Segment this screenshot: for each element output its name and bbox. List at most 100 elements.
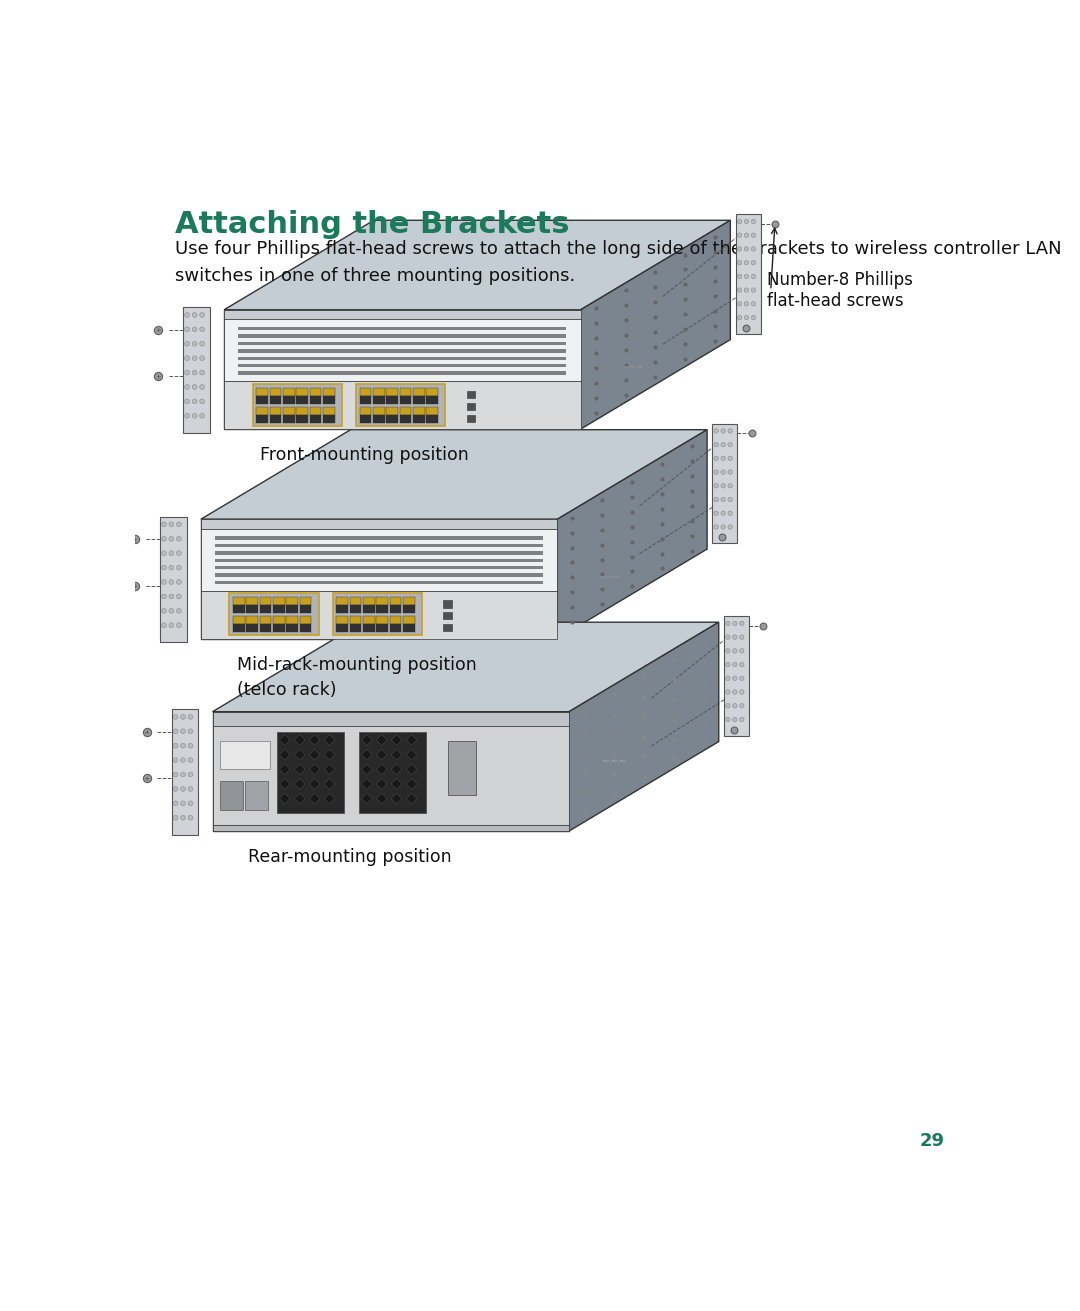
Circle shape bbox=[173, 714, 178, 720]
FancyBboxPatch shape bbox=[377, 616, 388, 624]
Circle shape bbox=[173, 743, 178, 749]
FancyBboxPatch shape bbox=[225, 382, 581, 429]
Circle shape bbox=[173, 758, 178, 763]
FancyBboxPatch shape bbox=[270, 396, 281, 404]
FancyBboxPatch shape bbox=[359, 732, 427, 813]
Circle shape bbox=[173, 729, 178, 734]
FancyBboxPatch shape bbox=[387, 414, 397, 423]
FancyBboxPatch shape bbox=[467, 402, 475, 410]
FancyBboxPatch shape bbox=[201, 528, 557, 591]
Polygon shape bbox=[557, 430, 707, 638]
Polygon shape bbox=[376, 764, 387, 775]
Polygon shape bbox=[406, 793, 417, 804]
FancyBboxPatch shape bbox=[448, 741, 476, 796]
Circle shape bbox=[188, 758, 193, 763]
Text: Front-mounting position: Front-mounting position bbox=[260, 446, 469, 464]
Circle shape bbox=[732, 676, 737, 680]
Circle shape bbox=[176, 522, 181, 527]
Polygon shape bbox=[391, 793, 402, 804]
Circle shape bbox=[168, 551, 174, 556]
Circle shape bbox=[200, 355, 204, 361]
FancyBboxPatch shape bbox=[246, 616, 258, 624]
Circle shape bbox=[176, 623, 181, 628]
Circle shape bbox=[738, 302, 742, 305]
Circle shape bbox=[192, 355, 197, 361]
Polygon shape bbox=[280, 793, 291, 804]
Circle shape bbox=[744, 246, 748, 252]
Circle shape bbox=[188, 787, 193, 792]
Polygon shape bbox=[362, 750, 373, 760]
Polygon shape bbox=[280, 779, 291, 789]
FancyBboxPatch shape bbox=[403, 597, 415, 604]
Circle shape bbox=[162, 522, 166, 527]
Circle shape bbox=[180, 758, 186, 763]
Polygon shape bbox=[324, 750, 335, 760]
Polygon shape bbox=[213, 712, 569, 831]
FancyBboxPatch shape bbox=[713, 423, 738, 543]
Circle shape bbox=[726, 621, 730, 625]
Circle shape bbox=[185, 384, 190, 389]
Circle shape bbox=[740, 635, 744, 640]
Polygon shape bbox=[213, 623, 718, 712]
Polygon shape bbox=[309, 750, 320, 760]
FancyBboxPatch shape bbox=[229, 593, 319, 636]
FancyBboxPatch shape bbox=[413, 396, 424, 404]
FancyBboxPatch shape bbox=[256, 406, 268, 414]
FancyBboxPatch shape bbox=[387, 396, 397, 404]
Circle shape bbox=[180, 772, 186, 777]
Circle shape bbox=[180, 714, 186, 720]
FancyBboxPatch shape bbox=[219, 741, 270, 768]
FancyBboxPatch shape bbox=[735, 214, 760, 334]
Circle shape bbox=[173, 801, 178, 806]
Circle shape bbox=[168, 608, 174, 614]
Circle shape bbox=[188, 815, 193, 821]
Circle shape bbox=[200, 341, 204, 346]
Polygon shape bbox=[225, 309, 581, 429]
Circle shape bbox=[714, 442, 718, 447]
Circle shape bbox=[740, 621, 744, 625]
FancyBboxPatch shape bbox=[246, 604, 258, 614]
Polygon shape bbox=[376, 734, 387, 746]
FancyBboxPatch shape bbox=[400, 406, 411, 414]
Text: Attaching the Brackets: Attaching the Brackets bbox=[175, 210, 570, 239]
Polygon shape bbox=[309, 734, 320, 746]
Circle shape bbox=[744, 288, 748, 292]
Circle shape bbox=[744, 302, 748, 305]
Text: ~~~: ~~~ bbox=[602, 758, 626, 767]
Circle shape bbox=[192, 399, 197, 404]
FancyBboxPatch shape bbox=[233, 624, 244, 632]
Circle shape bbox=[721, 442, 726, 447]
FancyBboxPatch shape bbox=[724, 616, 750, 735]
Circle shape bbox=[721, 469, 726, 475]
FancyBboxPatch shape bbox=[296, 388, 308, 396]
Circle shape bbox=[180, 743, 186, 749]
FancyBboxPatch shape bbox=[213, 712, 569, 726]
FancyBboxPatch shape bbox=[259, 624, 271, 632]
FancyBboxPatch shape bbox=[467, 414, 475, 422]
FancyBboxPatch shape bbox=[443, 612, 453, 620]
Circle shape bbox=[744, 274, 748, 279]
FancyBboxPatch shape bbox=[239, 334, 566, 338]
Circle shape bbox=[168, 623, 174, 628]
FancyBboxPatch shape bbox=[244, 780, 268, 810]
FancyBboxPatch shape bbox=[427, 388, 438, 396]
FancyBboxPatch shape bbox=[225, 309, 581, 320]
Circle shape bbox=[740, 649, 744, 653]
FancyBboxPatch shape bbox=[239, 342, 566, 345]
Circle shape bbox=[744, 316, 748, 320]
FancyBboxPatch shape bbox=[360, 388, 372, 396]
FancyBboxPatch shape bbox=[387, 406, 397, 414]
FancyBboxPatch shape bbox=[387, 388, 397, 396]
Polygon shape bbox=[376, 750, 387, 760]
Circle shape bbox=[721, 429, 726, 433]
Polygon shape bbox=[324, 793, 335, 804]
FancyBboxPatch shape bbox=[360, 406, 372, 414]
FancyBboxPatch shape bbox=[373, 406, 384, 414]
Circle shape bbox=[740, 704, 744, 708]
Circle shape bbox=[728, 456, 732, 460]
Circle shape bbox=[200, 384, 204, 389]
FancyBboxPatch shape bbox=[239, 364, 566, 367]
FancyBboxPatch shape bbox=[413, 406, 424, 414]
Circle shape bbox=[192, 413, 197, 418]
Circle shape bbox=[168, 522, 174, 527]
